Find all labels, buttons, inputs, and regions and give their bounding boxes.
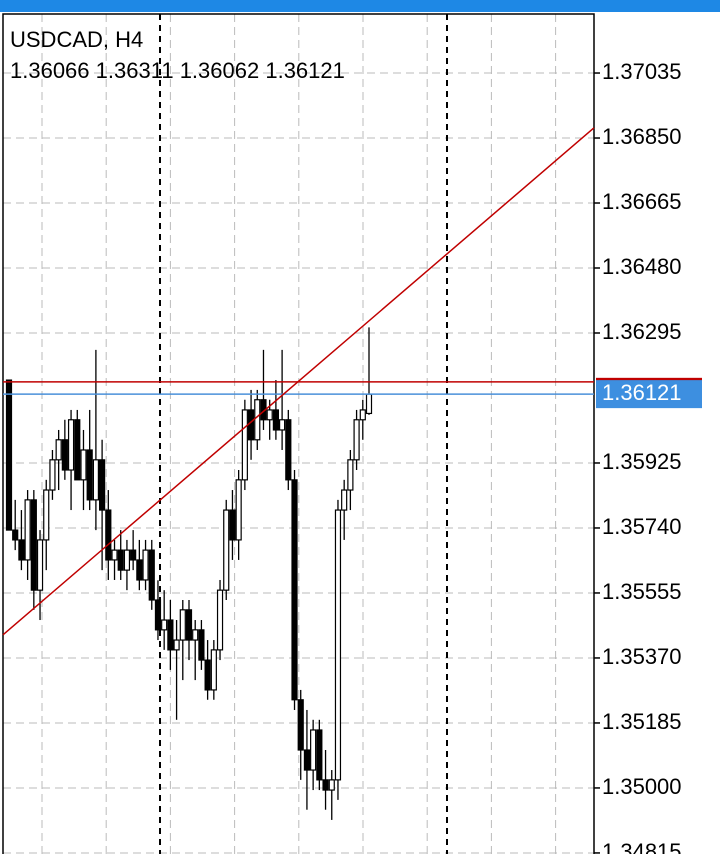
candle-body [18,539,25,561]
candle-body [179,609,186,641]
chart-title: USDCAD, H4 [10,27,143,52]
candle-body [117,549,124,571]
candle-body [347,459,354,491]
candle-body [12,529,19,541]
plot-border [2,13,595,854]
ohlc-high: 1.36311 [96,58,174,83]
candle-body [167,619,174,651]
y-tick-label: 1.37035 [602,59,682,84]
candle-body [266,409,273,421]
y-tick-label: 1.36295 [602,319,682,344]
candle-body [86,449,93,501]
candle-body [67,419,75,471]
candle-body [254,399,261,441]
y-tick-label: 1.34815 [602,839,682,854]
candle-body [247,409,255,441]
y-tick-label: 1.36480 [602,254,682,279]
candle-body [173,639,180,651]
candle-body [36,539,44,591]
y-tick-label: 1.36665 [602,189,682,214]
candle-body [241,409,248,481]
candle-body [105,509,112,561]
status-bar [0,0,720,12]
ohlc-open: 1.36066 [10,58,90,83]
candle-body [359,409,366,421]
marks [5,327,373,820]
candle-body [316,729,323,781]
candle-body [161,619,168,631]
candle-body [148,549,155,601]
ohlc-low: 1.36062 [180,58,260,83]
candle-body [334,509,342,781]
candle-body [55,439,62,461]
candle-body [210,649,217,691]
candle-body [130,549,137,561]
candle-body [74,419,81,481]
candle-body [303,749,311,771]
candle-body [43,489,50,541]
candle-body [80,449,87,481]
candle-body [235,479,242,541]
candle-body [123,549,131,571]
candle-body [353,419,360,461]
y-tick-label: 1.35555 [602,579,682,604]
price-label: 1.36121 [602,380,682,405]
candle-body [204,659,211,691]
candle-body [322,779,329,791]
candle-body [216,589,224,651]
candle-body [5,379,13,531]
candle-body [111,549,118,561]
candle-body [192,629,199,641]
candle-body [185,609,193,641]
candle-body [328,779,335,791]
candle-body [49,459,56,491]
candle-body [99,459,106,511]
candle-body [272,409,279,431]
candle-body [297,699,304,751]
candle-body [223,509,230,591]
candle-body [291,479,298,701]
candle-body [285,419,292,481]
candle-body [365,393,373,415]
candle-body [341,489,348,511]
trendline [2,127,595,636]
candle-body [198,629,205,661]
price-label-bg [596,380,702,409]
candle-body [92,459,99,501]
candle-body [142,549,149,581]
candle-body [30,499,37,591]
ohlc-close: 1.36121 [265,58,345,83]
candle-body [154,599,162,631]
y-tick-label: 1.35370 [602,644,682,669]
y-tick-label: 1.35000 [602,774,682,799]
y-tick-label: 1.36850 [602,124,682,149]
y-tick-label: 1.35925 [602,449,682,474]
candle-body [310,729,317,771]
candle-body [279,419,286,431]
candle-body [61,439,68,471]
candle-body [229,509,236,541]
y-tick-label: 1.35740 [602,514,682,539]
y-tick-label: 1.35185 [602,709,682,734]
candle-body [24,499,31,561]
candle-body [136,559,143,581]
ohlc-header: 1.36066 1.36311 1.36062 1.36121 [10,58,345,83]
